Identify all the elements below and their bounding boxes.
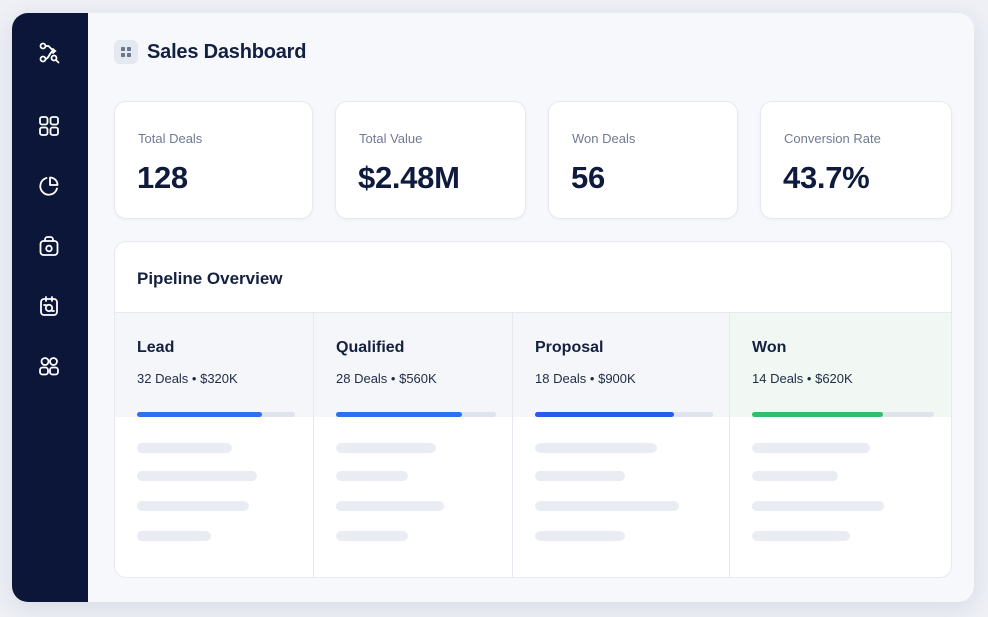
stat-card-won-deals: Won Deals 56 [548,101,738,219]
stat-label: Won Deals [572,131,636,146]
placeholder-line [336,443,436,453]
placeholder-line [137,471,257,481]
stage-name: Lead [137,339,175,356]
stat-label: Total Value [359,131,423,146]
stage-header [314,313,512,417]
page-title: Sales Dashboard [147,40,307,63]
stat-value: $2.48M [358,160,460,195]
placeholder-line [752,471,838,481]
stage-column-qualified[interactable]: Qualified 28 Deals • $560K [314,313,513,577]
stage-progress-bar [137,412,295,417]
placeholder-line [137,501,249,511]
stage-header [513,313,729,417]
placeholder-line [752,443,870,453]
stat-card-total-deals: Total Deals 128 [114,101,313,219]
stage-progress-fill [336,412,463,417]
stage-name: Qualified [336,339,405,356]
stat-value: 56 [571,160,605,195]
dashboard-grid-icon[interactable] [36,113,62,139]
app-window: Sales Dashboard Total Deals 128 Total Va… [12,13,974,602]
pipeline-overview-panel: Pipeline Overview Lead 32 Deals • $320K [114,241,952,578]
stage-column-lead[interactable]: Lead 32 Deals • $320K [115,313,314,577]
stage-meta: 18 Deals • $900K [535,371,636,386]
stage-progress-bar [752,412,934,417]
stage-progress-fill [137,412,262,417]
stat-value: 128 [137,160,188,195]
page-header: Sales Dashboard [114,40,306,64]
placeholder-line [535,501,679,511]
placeholder-line [535,531,625,541]
stage-column-won[interactable]: Won 14 Deals • $620K [730,313,951,577]
grid-dots-icon [114,40,138,64]
stage-column-proposal[interactable]: Proposal 18 Deals • $900K [513,313,730,577]
stage-meta: 14 Deals • $620K [752,371,853,386]
stage-header [115,313,313,417]
sidebar [12,13,88,602]
placeholder-line [535,471,625,481]
stage-progress-bar [535,412,713,417]
placeholder-line [752,531,850,541]
placeholder-line [137,443,232,453]
placeholder-line [137,531,211,541]
stat-value: 43.7% [783,160,870,195]
stat-card-total-value: Total Value $2.48M [335,101,526,219]
stage-meta: 28 Deals • $560K [336,371,437,386]
clipboard-icon[interactable] [36,293,62,319]
stat-label: Conversion Rate [784,131,881,146]
placeholder-line [336,471,408,481]
main-content: Sales Dashboard Total Deals 128 Total Va… [88,13,974,602]
stat-label: Total Deals [138,131,203,146]
placeholder-line [336,531,408,541]
stat-card-conversion-rate: Conversion Rate 43.7% [760,101,952,219]
pie-chart-icon[interactable] [36,173,62,199]
bag-icon[interactable] [36,233,62,259]
users-icon[interactable] [36,353,62,379]
pipeline-title: Pipeline Overview [137,269,283,288]
stage-name: Proposal [535,339,604,356]
stage-meta: 32 Deals • $320K [137,371,238,386]
placeholder-line [752,501,884,511]
placeholder-line [535,443,657,453]
stage-header [730,313,951,417]
placeholder-line [336,501,444,511]
pipeline-stages: Lead 32 Deals • $320K Qualified 28 Deals… [115,312,951,577]
workflow-icon[interactable] [36,40,62,66]
stage-name: Won [752,339,787,356]
stage-progress-fill [752,412,884,417]
stage-progress-bar [336,412,496,417]
stage-progress-fill [535,412,674,417]
